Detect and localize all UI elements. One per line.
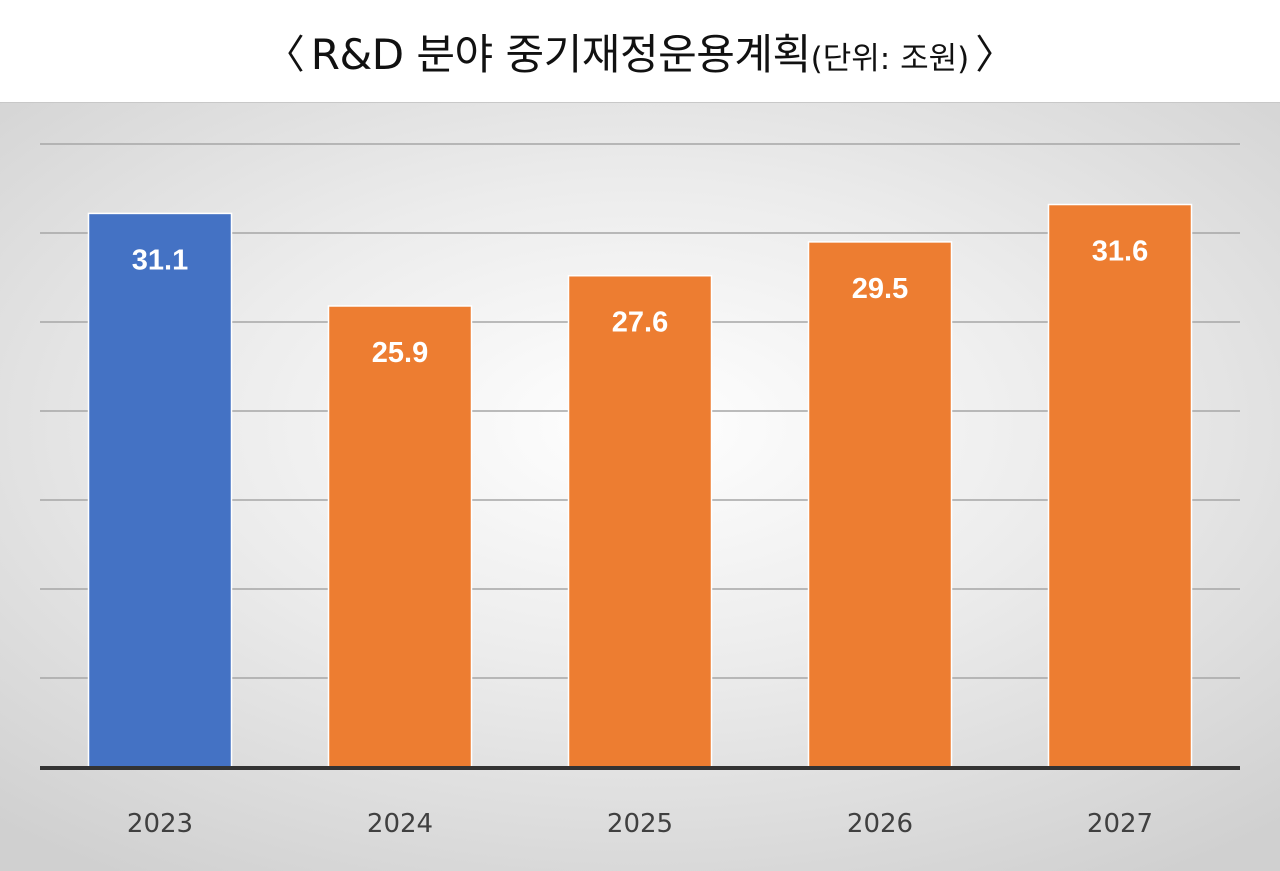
bars (87, 203, 1193, 768)
x-tick-2027: 2027 (1087, 809, 1153, 839)
chart-title: 〈 R&D 분야 중기재정운용계획 (단위: 조원) 〉 (0, 0, 1280, 102)
bar-2025 (567, 274, 713, 768)
bar-2027 (1047, 203, 1193, 768)
bar-2024 (327, 305, 473, 768)
x-tick-2025: 2025 (607, 809, 673, 839)
x-tick-2024: 2024 (367, 809, 433, 839)
title-unit-text: (단위: 조원) (810, 40, 970, 77)
title-close-bracket: 〉 (975, 32, 1016, 78)
data-label-2025: 27.6 (612, 307, 668, 339)
data-label-2024: 25.9 (372, 337, 428, 369)
title-open-bracket: 〈 (264, 32, 305, 78)
bar-2023 (87, 212, 233, 768)
x-tick-2023: 2023 (127, 809, 193, 839)
data-labels: 31.1 25.9 27.6 29.5 31.6 (132, 236, 1148, 369)
title-main-text: R&D 분야 중기재정운용계획 (310, 29, 811, 79)
bar-2026 (807, 241, 953, 768)
gridlines (40, 143, 1240, 679)
x-tick-2026: 2026 (847, 809, 913, 839)
data-label-2023: 31.1 (132, 244, 188, 276)
data-label-2027: 31.6 (1092, 236, 1148, 268)
data-label-2026: 29.5 (852, 273, 908, 305)
x-axis-ticks: 2023 2024 2025 2026 2027 (127, 809, 1153, 839)
